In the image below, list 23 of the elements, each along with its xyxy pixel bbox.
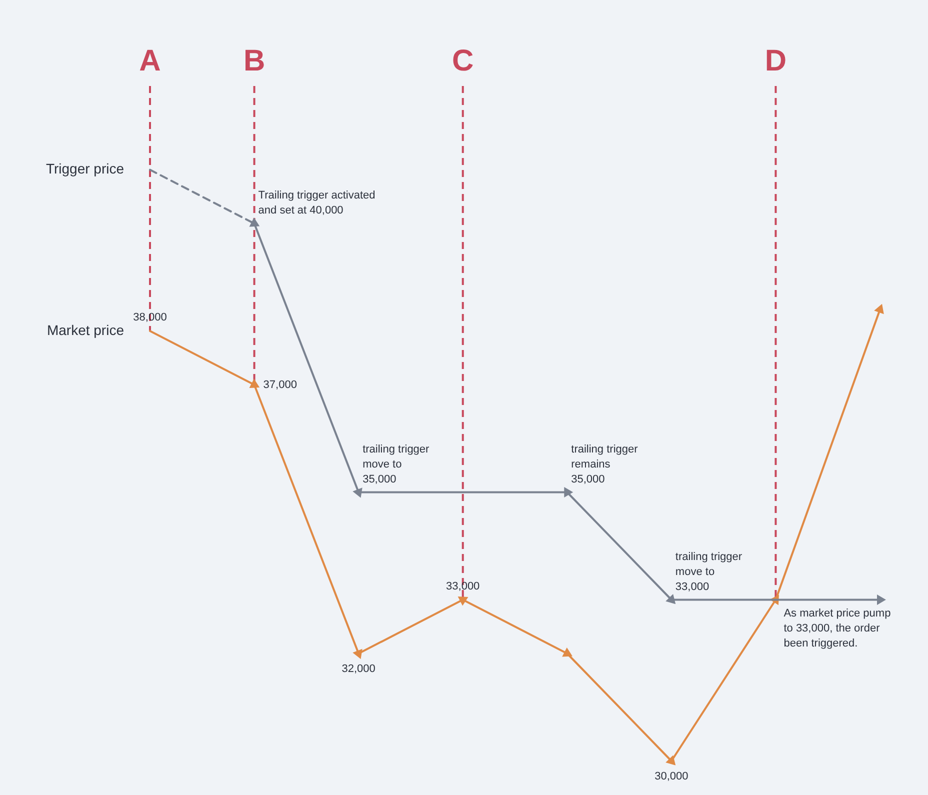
data-label: trailing trigger move to 35,000 (362, 443, 430, 486)
x-tick-label: A (139, 44, 161, 78)
point (666, 756, 676, 766)
data-label: Trailing trigger activated and set at 40,000 (258, 190, 376, 216)
point (666, 594, 676, 604)
x-tick-label: C (452, 44, 474, 78)
series-label: Market price (46, 322, 124, 338)
data-label: trailing trigger remains 35,000 (571, 443, 638, 486)
data-label: 33,000 (446, 580, 480, 592)
x-tick-label: D (764, 44, 787, 78)
point (874, 304, 884, 314)
point (250, 379, 260, 388)
data-label: 37,000 (263, 378, 297, 391)
data-label: As market price pump to 33,000, the order been triggered. (784, 607, 891, 650)
series-label: Trigger price (46, 160, 124, 177)
point (458, 596, 468, 606)
data-label: 30,000 (654, 770, 688, 783)
point (353, 488, 362, 498)
data-label: 32,000 (342, 663, 376, 676)
data-label: trailing trigger move to 33,000 (675, 550, 742, 593)
x-tick-label: B (243, 44, 266, 78)
point (562, 648, 572, 657)
point (353, 649, 362, 659)
